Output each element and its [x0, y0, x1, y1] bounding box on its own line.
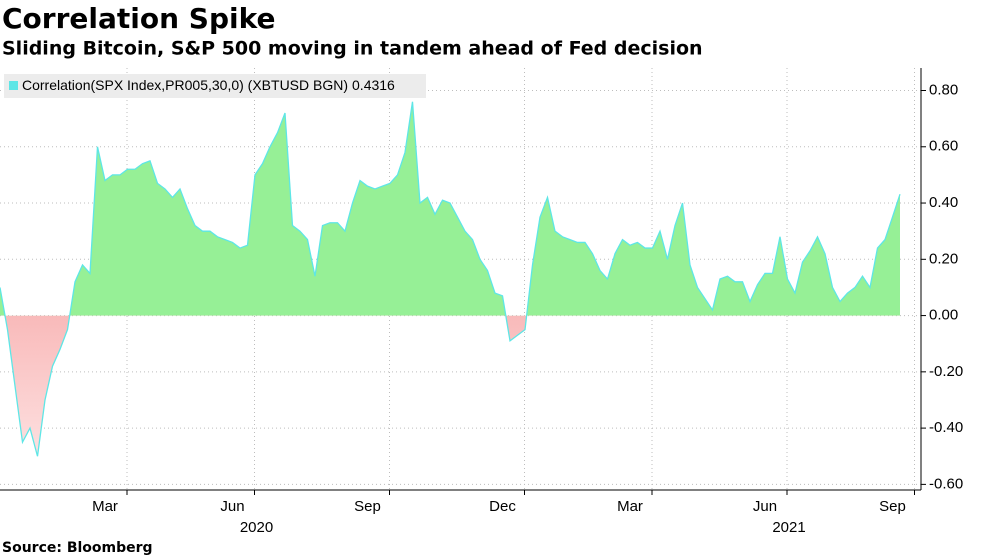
y-tick-label: 0.80: [929, 81, 958, 98]
chart-subtitle: Sliding Bitcoin, S&P 500 moving in tande…: [2, 38, 703, 60]
x-year-label: 2020: [240, 519, 273, 536]
y-tick-label: -0.20: [929, 363, 963, 380]
y-tick-label: 0.20: [929, 250, 958, 267]
x-tick-label: Sep: [354, 498, 381, 515]
y-tick-label: 0.00: [929, 307, 958, 324]
x-tick-label: Jun: [753, 498, 777, 515]
x-tick-label: Mar: [92, 498, 118, 515]
x-tick-label: Mar: [617, 498, 643, 515]
x-tick-label: Jun: [220, 498, 244, 515]
x-tick-label: Dec: [489, 498, 516, 515]
y-tick-label: -0.60: [929, 475, 963, 492]
y-tick-label: 0.60: [929, 138, 958, 155]
legend-value: 0.4316: [352, 77, 395, 93]
chart-title: Correlation Spike: [2, 2, 275, 35]
legend-box: [4, 74, 426, 98]
area-negative: [5, 315, 527, 457]
x-tick-label: Sep: [879, 498, 906, 515]
legend-swatch: [9, 81, 18, 90]
legend-entry: Correlation(SPX Index,PR005,30,0) (XBTUS…: [22, 77, 395, 93]
area-positive: [0, 101, 900, 316]
line: [0, 101, 901, 457]
source: Source: Bloomberg: [2, 540, 153, 556]
y-tick-label: -0.40: [929, 419, 963, 436]
legend-label: Correlation(SPX Index,PR005,30,0) (XBTUS…: [22, 77, 348, 93]
x-year-label: 2021: [772, 519, 805, 536]
y-tick-label: 0.40: [929, 194, 958, 211]
